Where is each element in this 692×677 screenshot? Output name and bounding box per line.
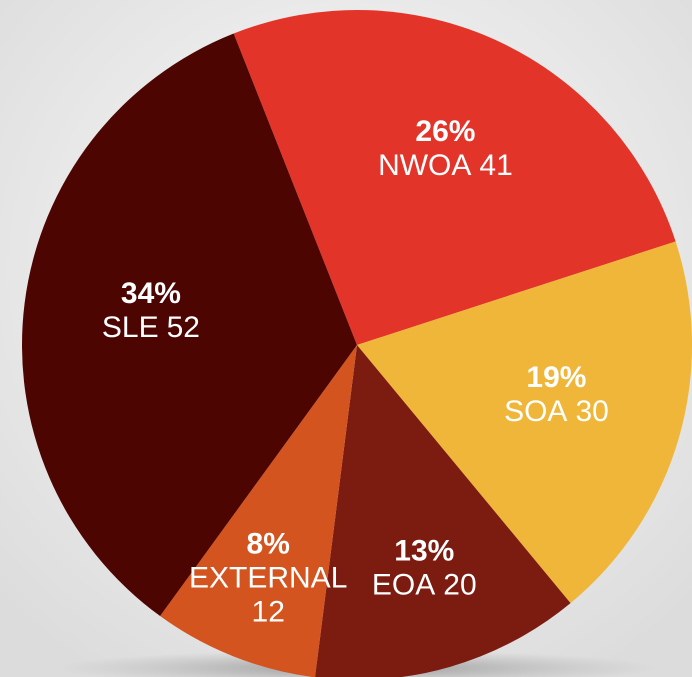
slices <box>21 9 692 677</box>
slice-label: 19% SOA 30 <box>504 361 609 428</box>
slice-label: 26% NWOA 41 <box>378 115 513 182</box>
percent-label: 26% <box>415 115 475 148</box>
percent-label: 13% <box>394 535 454 568</box>
count-label: 20 <box>443 569 476 602</box>
count-label: 41 <box>479 149 512 182</box>
category-label: EXTERNAL <box>189 561 347 594</box>
category-label: SLE <box>102 311 159 344</box>
category-label: EOA <box>372 569 435 602</box>
slice-label: 34% SLE 52 <box>102 277 200 344</box>
slice <box>21 33 358 617</box>
slice <box>315 345 571 677</box>
percent-label: 8% <box>247 527 290 560</box>
percent-label: 19% <box>526 361 586 394</box>
category-label: NWOA <box>378 149 471 182</box>
count-label: 12 <box>252 595 285 628</box>
slice <box>233 9 676 345</box>
slice-label: 13% EOA 20 <box>372 535 477 602</box>
category-label: SOA <box>504 395 567 428</box>
percent-label: 34% <box>121 277 181 310</box>
count-label: 30 <box>575 395 608 428</box>
count-label: 52 <box>167 311 200 344</box>
labels: 26% NWOA 41 19% SOA 30 13% EOA 20 8% EXTERNAL 12 34%… <box>102 115 609 628</box>
slice <box>357 241 692 604</box>
slice <box>160 345 357 677</box>
slice-label: 8% EXTERNAL 12 <box>189 527 347 628</box>
